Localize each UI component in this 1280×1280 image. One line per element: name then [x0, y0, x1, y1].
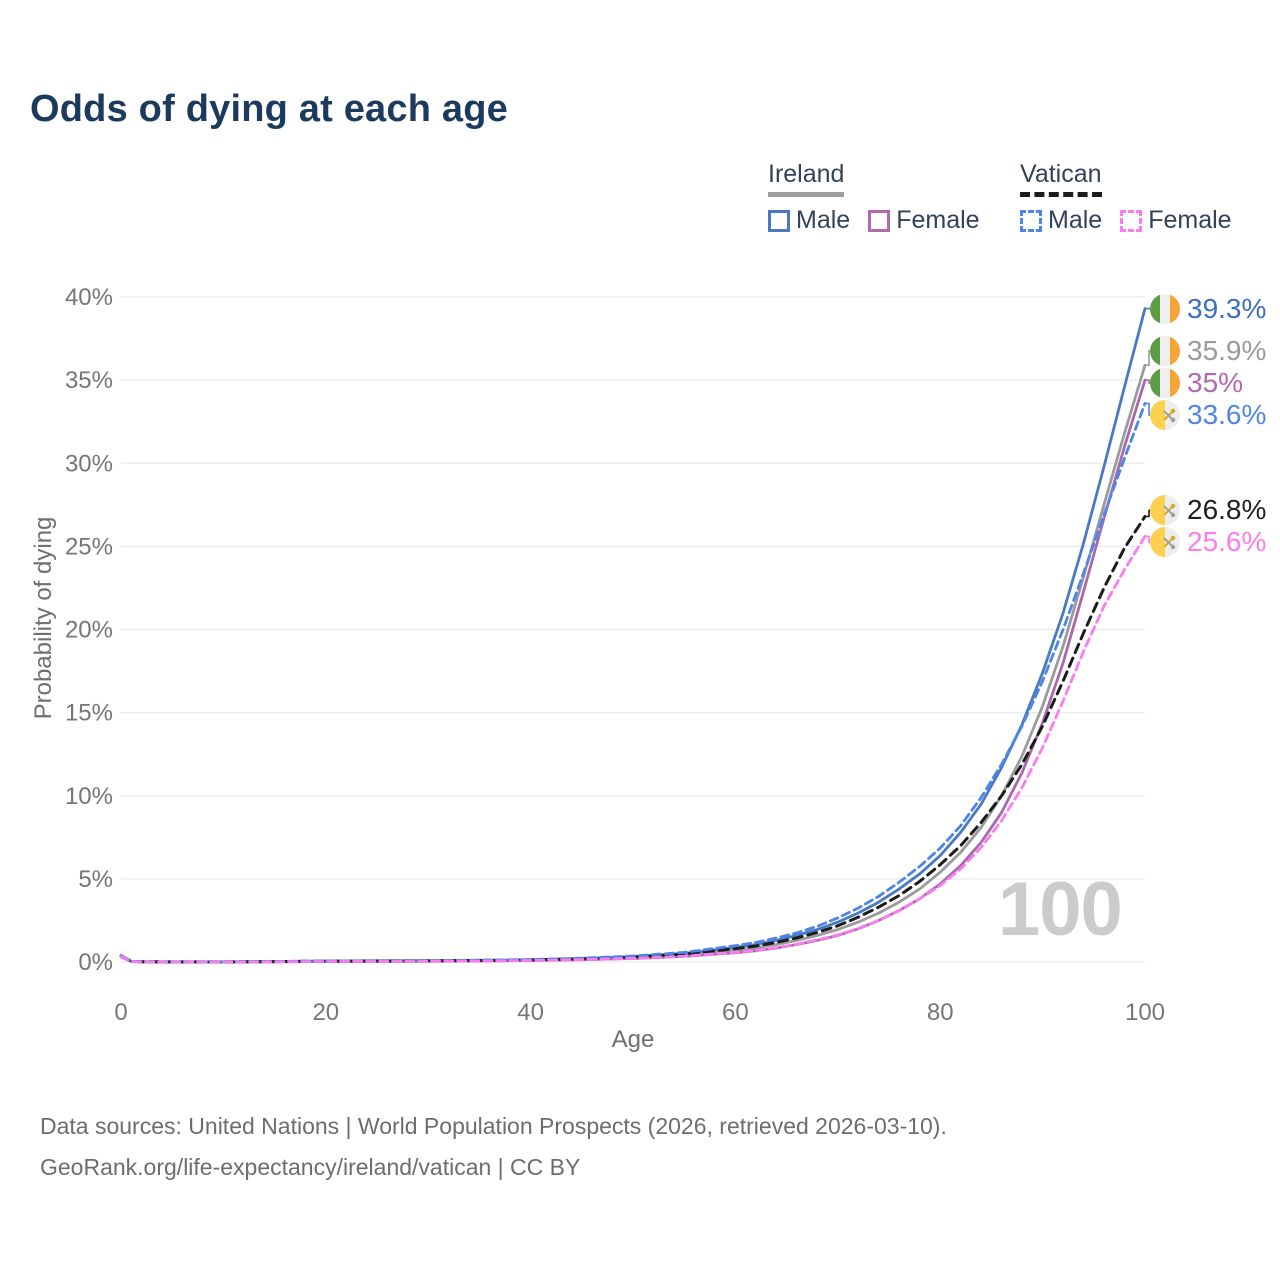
legend-item-label: Male [1048, 206, 1103, 234]
y-tick-label: 5% [78, 866, 113, 893]
x-tick-label: 20 [312, 999, 339, 1026]
vatican-male-swatch-icon [1020, 209, 1042, 232]
legend-item-label: Female [896, 206, 980, 234]
y-tick-label: 10% [65, 783, 113, 810]
footer-sources-line: Data sources: United Nations | World Pop… [40, 1113, 947, 1139]
end-label-connector [1145, 402, 1151, 416]
series-line-ireland_all[interactable] [119, 363, 1147, 964]
end-label-connector [1145, 350, 1151, 366]
x-axis-title: Age [611, 1026, 655, 1053]
page-title: Odds of dying at each age [30, 88, 508, 130]
legend-item-label: Male [796, 206, 851, 234]
ireland-female-swatch-icon [868, 209, 891, 232]
series-line-vatican_female[interactable] [119, 535, 1147, 964]
y-tick-label: 30% [65, 450, 113, 477]
legend-ireland-label[interactable]: Ireland [768, 160, 845, 197]
legend-group-ireland: Ireland Male Female [768, 160, 980, 235]
data-source-footer: Data sources: United Nations | World Pop… [40, 1106, 947, 1188]
series-line-ireland_male[interactable] [119, 307, 1147, 964]
series-line-vatican_male[interactable] [119, 402, 1147, 964]
x-tick-label: 100 [1125, 999, 1165, 1026]
y-tick-label: 40% [65, 284, 113, 311]
legend-item-ireland-male[interactable]: Male [768, 206, 850, 235]
x-tick-label: 0 [114, 999, 127, 1026]
x-tick-label: 40 [517, 999, 544, 1026]
y-tick-label: 0% [78, 949, 113, 976]
ireland-male-swatch-icon [768, 209, 790, 232]
series-line-ireland_female[interactable] [119, 378, 1147, 964]
x-tick-label: 80 [927, 999, 954, 1026]
footer-attribution-line: GeoRank.org/life-expectancy/ireland/vati… [40, 1154, 581, 1180]
legend-item-vatican-female[interactable]: Female [1120, 206, 1232, 235]
legend-item-ireland-female[interactable]: Female [868, 206, 980, 235]
series-line-vatican_all[interactable] [119, 515, 1147, 964]
y-tick-label: 20% [65, 617, 113, 644]
x-tick-label: 60 [722, 999, 749, 1026]
legend-group-vatican: Vatican Male Female [1020, 160, 1232, 235]
legend-vatican-label[interactable]: Vatican [1020, 160, 1102, 197]
vatican-female-swatch-icon [1120, 209, 1143, 232]
y-tick-label: 15% [65, 700, 113, 727]
legend-item-label: Female [1148, 206, 1232, 234]
y-tick-label: 25% [65, 533, 113, 560]
legend-item-vatican-male[interactable]: Male [1020, 206, 1102, 235]
y-tick-label: 35% [65, 367, 113, 394]
watermark-age-100: 100 [998, 867, 1123, 952]
